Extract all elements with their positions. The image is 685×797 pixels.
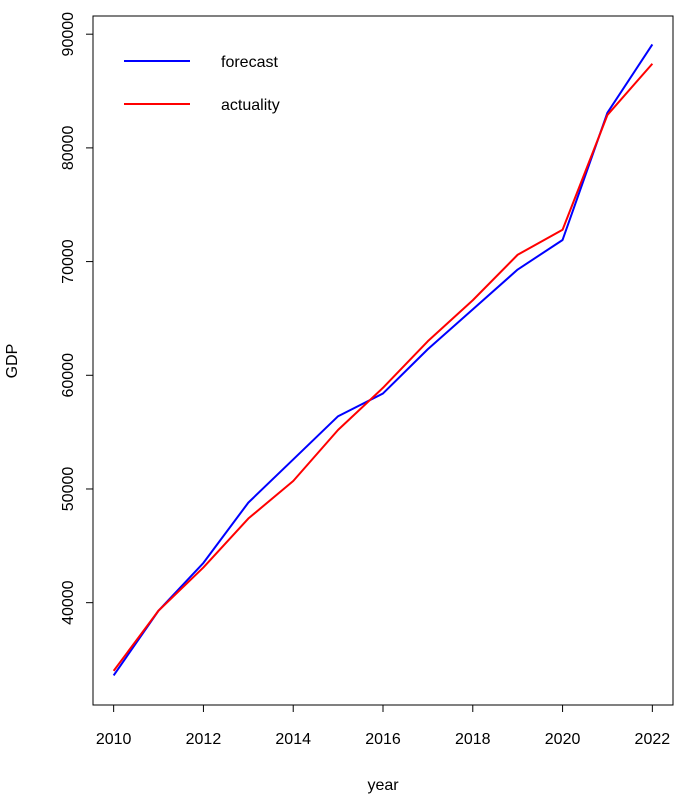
y-tick-label: 40000 xyxy=(60,580,77,625)
series-line-actuality xyxy=(112,63,654,672)
x-tick-label: 2014 xyxy=(275,731,311,748)
y-tick-label: 90000 xyxy=(60,12,77,57)
x-tick-label: 2022 xyxy=(635,731,671,748)
legend-label-forecast: forecast xyxy=(221,54,278,71)
series-line-forecast xyxy=(112,43,654,677)
y-axis-title: GDP xyxy=(4,344,21,379)
x-tick-label: 2018 xyxy=(455,731,491,748)
y-tick-label: 70000 xyxy=(60,239,77,284)
x-tick-label: 2016 xyxy=(365,731,401,748)
x-tick-label: 2020 xyxy=(545,731,581,748)
x-axis: 2010 2012 2014 2016 2018 2020 2022 xyxy=(96,705,670,748)
x-tick-label: 2012 xyxy=(186,731,222,748)
y-axis: 40000 50000 60000 70000 80000 90000 xyxy=(60,12,93,625)
y-tick-label: 60000 xyxy=(60,353,77,398)
x-axis-title: year xyxy=(367,777,399,794)
series-layer xyxy=(112,43,654,677)
y-tick-label: 50000 xyxy=(60,467,77,512)
legend-label-actuality: actuality xyxy=(221,97,280,114)
x-tick-label: 2010 xyxy=(96,731,132,748)
y-tick-label: 80000 xyxy=(60,126,77,171)
plot-frame xyxy=(92,15,674,706)
legend: forecast actuality xyxy=(124,54,280,114)
